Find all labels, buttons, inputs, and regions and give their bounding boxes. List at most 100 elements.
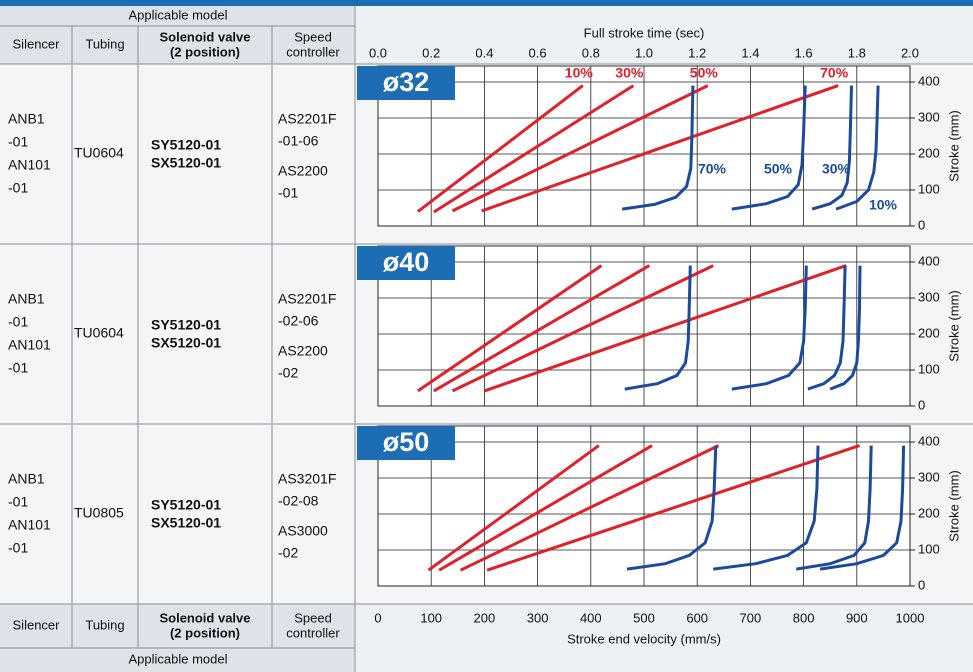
y-tick-label: 400 — [918, 73, 940, 88]
column-header: Tubing — [85, 617, 124, 632]
y-tick-label: 0 — [918, 217, 925, 232]
x-tick-label: 0.8 — [582, 45, 600, 60]
speed-controller: -02 — [278, 365, 298, 381]
chart-title: ø40 — [383, 247, 430, 277]
chart-title: ø32 — [383, 67, 430, 97]
x2-tick-label: 400 — [580, 610, 602, 625]
column-header: Solenoid valve — [159, 610, 250, 625]
series-line — [795, 445, 873, 571]
y-tick-label: 400 — [918, 253, 940, 268]
column-header: Tubing — [85, 36, 124, 51]
y-tick-label: 200 — [918, 145, 940, 160]
solenoid-valve: SX5120-01 — [151, 155, 221, 171]
series-line — [486, 444, 860, 572]
chart-footer — [355, 604, 973, 672]
x-tick-label: 2.0 — [901, 45, 919, 60]
column-header: Speed — [294, 29, 332, 44]
title-badge — [357, 426, 455, 460]
y-axis-title: Stroke (mm) — [946, 290, 961, 362]
silencer: -01 — [8, 134, 28, 150]
x-tick-label: 1.0 — [635, 45, 653, 60]
x-tick-label: 1.6 — [795, 45, 813, 60]
plot: 0 100 200 300 400 Stroke (mm) ø50 — [357, 425, 961, 592]
column-header: (2 position) — [170, 625, 240, 640]
group-label: Applicable model — [128, 7, 227, 22]
plot: 0 100 200 300 400 Stroke (mm) ø32 10% 30% 50% 70% 7… — [357, 65, 961, 232]
group-label: Applicable model — [128, 651, 227, 666]
x-tick-label: 1.4 — [741, 45, 759, 60]
silencer: AN101 — [8, 337, 51, 353]
silencer: -01 — [8, 540, 28, 556]
silencer: -01 — [8, 180, 28, 196]
solenoid-valve: SX5120-01 — [151, 515, 221, 531]
x2-tick-label: 0 — [374, 610, 381, 625]
y-tick-label: 100 — [918, 541, 940, 556]
series-label: 10% — [565, 65, 594, 81]
series-line — [427, 444, 600, 572]
x-tick-label: 0.0 — [369, 45, 387, 60]
speed-controller: AS3000 — [278, 523, 328, 539]
y-axis-title: Stroke (mm) — [946, 470, 961, 542]
column-header: controller — [286, 44, 340, 59]
x2-tick-label: 800 — [793, 610, 815, 625]
y-tick-label: 300 — [918, 109, 940, 124]
x2-tick-label: 900 — [846, 610, 868, 625]
silencer: AN101 — [8, 157, 51, 173]
x2-tick-label: 200 — [474, 610, 496, 625]
series-label: 10% — [869, 197, 898, 213]
series-label: 70% — [820, 65, 849, 81]
speed-controller: -01-06 — [278, 133, 319, 149]
column-header: Solenoid valve — [159, 29, 250, 44]
column-header: (2 position) — [170, 44, 240, 59]
silencer: -01 — [8, 494, 28, 510]
x-tick-label: 1.8 — [848, 45, 866, 60]
chart-title: ø50 — [383, 427, 430, 457]
series-line — [811, 85, 853, 211]
y-tick-label: 100 — [918, 361, 940, 376]
solenoid-valve: SY5120-01 — [151, 497, 221, 513]
speed-controller: AS2201F — [278, 111, 336, 127]
x-axis-title: Full stroke time (sec) — [584, 25, 705, 40]
x-tick-label: 0.2 — [422, 45, 440, 60]
series-line — [483, 264, 847, 393]
speed-controller: AS2200 — [278, 163, 328, 179]
series-line — [731, 85, 807, 211]
silencer: -01 — [8, 314, 28, 330]
series-line — [829, 265, 862, 391]
series-line — [416, 84, 584, 213]
chart-header — [355, 6, 973, 64]
column-header: Silencer — [13, 36, 61, 51]
series-line — [626, 445, 718, 571]
y-tick-label: 200 — [918, 505, 940, 520]
x2-tick-label: 300 — [527, 610, 549, 625]
series-line — [417, 264, 603, 393]
top-strip — [0, 0, 973, 6]
series-line — [433, 264, 651, 393]
y-tick-label: 0 — [918, 577, 925, 592]
header-cells — [0, 6, 355, 64]
series-line — [807, 265, 847, 391]
tubing: TU0604 — [74, 325, 124, 341]
x-tick-label: 0.4 — [475, 45, 493, 60]
series-line — [481, 84, 839, 213]
x2-tick-label: 500 — [633, 610, 655, 625]
series-line — [819, 445, 906, 571]
x-tick-label: 1.2 — [688, 45, 706, 60]
silencer: AN101 — [8, 517, 51, 533]
y-tick-label: 200 — [918, 325, 940, 340]
series-line — [835, 85, 880, 211]
x-tick-label: 0.6 — [529, 45, 547, 60]
series-line — [459, 444, 720, 572]
series-label: 70% — [698, 161, 727, 177]
x2-tick-label: 100 — [420, 610, 442, 625]
y-tick-label: 400 — [918, 433, 940, 448]
silencer: ANB1 — [8, 291, 45, 307]
speed-controller: AS3201F — [278, 471, 336, 487]
tubing: TU0805 — [74, 505, 124, 521]
series-line — [433, 84, 635, 214]
plot: 0 100 200 300 400 Stroke (mm) ø40 — [357, 245, 961, 412]
speed-controller: -01 — [278, 185, 298, 201]
speed-controller: -02-06 — [278, 313, 319, 329]
